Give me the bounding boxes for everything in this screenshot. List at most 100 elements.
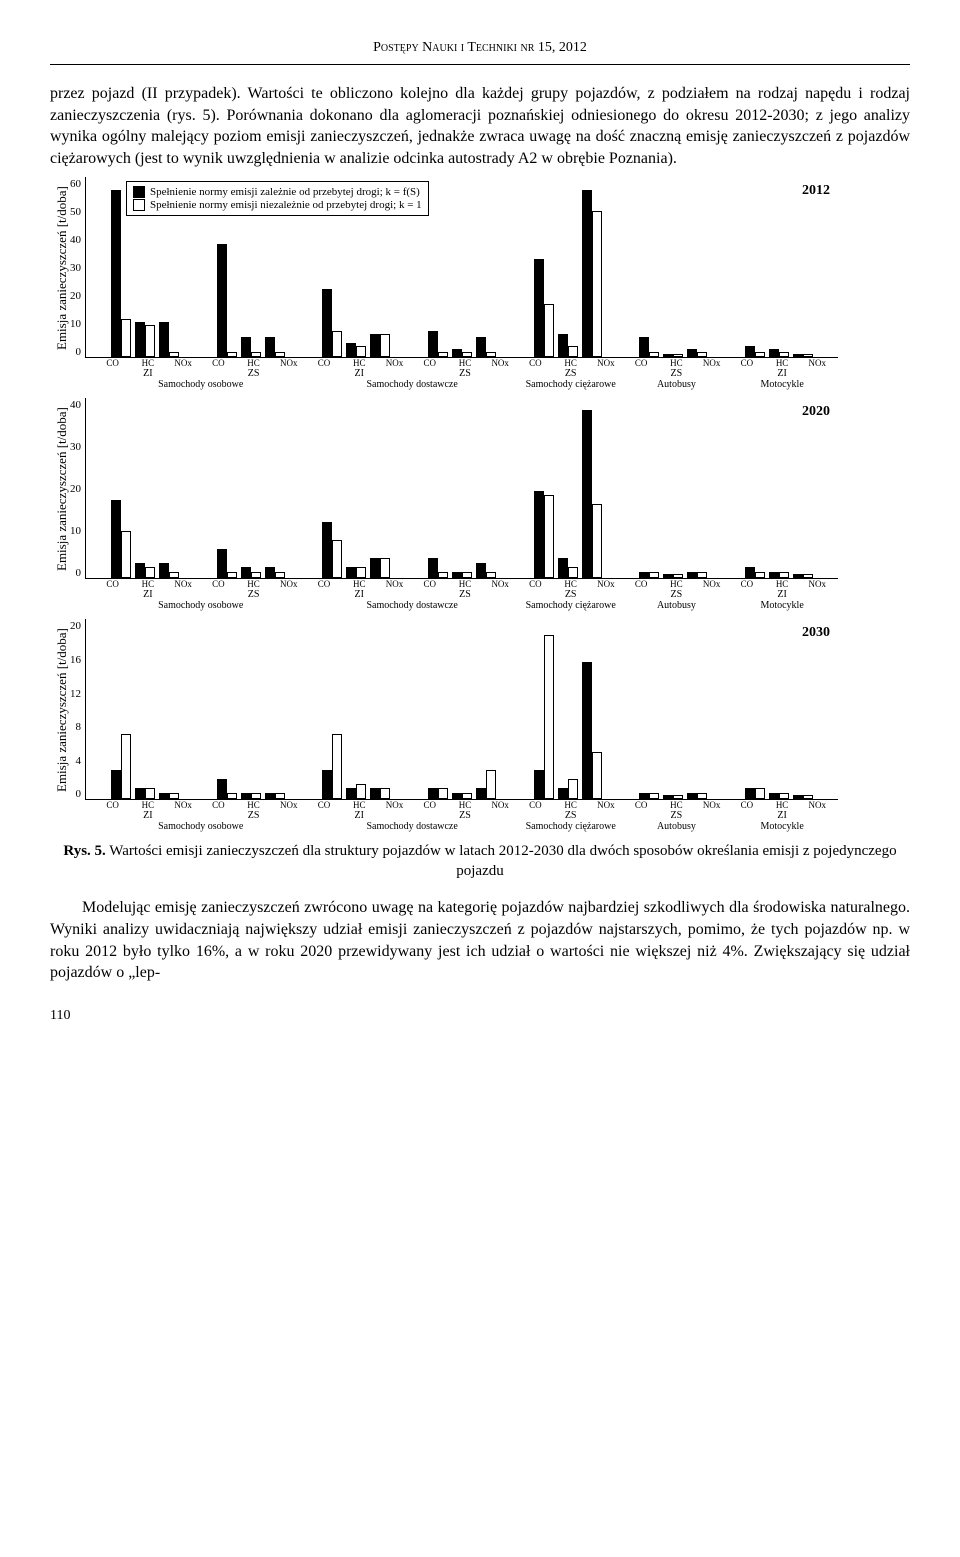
page-number: 110 bbox=[50, 1008, 910, 1024]
bar-black bbox=[452, 793, 462, 800]
bar-white bbox=[673, 795, 683, 800]
x-tick: NOx bbox=[694, 358, 729, 368]
x-tick: CO bbox=[518, 358, 553, 368]
x-tick: ZI bbox=[306, 810, 412, 821]
bar-white bbox=[779, 352, 789, 357]
bar-white bbox=[380, 558, 390, 578]
chart-2030: Emisja zanieczyszczeń [t/doba]2016128402… bbox=[50, 619, 910, 832]
x-ticks-engine: ZIZSZIZSZSZSZI bbox=[89, 368, 845, 379]
x-tick: NOx bbox=[377, 579, 412, 589]
bar-black bbox=[769, 572, 779, 579]
y-axis-label: Emisja zanieczyszczeń [t/doba] bbox=[50, 620, 70, 800]
legend-text: Spełnienie normy emisji zależnie od prze… bbox=[150, 186, 420, 198]
x-tick: ZI bbox=[95, 589, 201, 600]
x-tick: HC bbox=[342, 579, 377, 589]
x-tick: ZI bbox=[729, 589, 835, 600]
x-tick: Autobusy bbox=[624, 600, 730, 611]
bar-subgroup bbox=[663, 354, 683, 358]
bar-subgroup bbox=[322, 522, 342, 578]
bar-white bbox=[380, 334, 390, 357]
bar-black bbox=[428, 558, 438, 578]
x-ticks-pollutants: COHCNOxCOHCNOxCOHCNOxCOHCNOxCOHCNOxCOHCN… bbox=[89, 358, 845, 368]
bar-subgroup bbox=[370, 788, 390, 799]
bar-black bbox=[428, 331, 438, 357]
bar-black bbox=[745, 788, 755, 799]
x-ticks-engine: ZIZSZIZSZSZSZI bbox=[89, 810, 845, 821]
y-tick: 10 bbox=[70, 318, 81, 330]
bar-black bbox=[687, 349, 697, 357]
bar-white bbox=[592, 752, 602, 799]
x-tick: HC bbox=[553, 800, 588, 810]
x-tick: CO bbox=[518, 579, 553, 589]
x-tick: HC bbox=[553, 579, 588, 589]
bar-black bbox=[793, 574, 803, 578]
bar-white bbox=[697, 572, 707, 579]
y-axis-label: Emisja zanieczyszczeń [t/doba] bbox=[50, 399, 70, 579]
bar-black bbox=[370, 788, 380, 799]
bar-black bbox=[265, 793, 275, 800]
bar-white bbox=[673, 354, 683, 358]
bar-black bbox=[111, 770, 121, 799]
bar-black bbox=[241, 337, 251, 357]
bar-white bbox=[438, 352, 448, 357]
x-tick: CO bbox=[95, 358, 130, 368]
x-tick: ZI bbox=[729, 368, 835, 379]
bar-subgroup bbox=[265, 337, 285, 357]
y-tick: 30 bbox=[70, 262, 81, 274]
bar-white bbox=[779, 572, 789, 579]
x-tick: ZS bbox=[412, 589, 518, 600]
bar-black bbox=[793, 795, 803, 800]
bar-white bbox=[592, 211, 602, 357]
bar-white bbox=[649, 572, 659, 579]
bar-group bbox=[519, 190, 617, 357]
legend-swatch-black bbox=[133, 186, 145, 198]
bar-black bbox=[534, 770, 544, 799]
bar-group bbox=[519, 635, 617, 799]
x-tick: ZS bbox=[518, 810, 624, 821]
y-tick: 60 bbox=[70, 178, 81, 190]
x-tick: NOx bbox=[588, 579, 623, 589]
x-tick: CO bbox=[306, 800, 341, 810]
x-tick: Samochody osobowe bbox=[95, 379, 306, 390]
bar-white bbox=[697, 352, 707, 357]
bar-black bbox=[159, 322, 169, 357]
bar-white bbox=[568, 779, 578, 799]
bar-subgroup bbox=[639, 793, 659, 800]
bar-white bbox=[275, 793, 285, 800]
bar-subgroup bbox=[135, 322, 155, 357]
bar-subgroup bbox=[241, 337, 261, 357]
x-tick: NOx bbox=[800, 579, 835, 589]
x-tick: Samochody ciężarowe bbox=[518, 600, 624, 611]
bar-group bbox=[307, 734, 405, 799]
bar-group bbox=[413, 558, 511, 578]
bar-group bbox=[96, 500, 194, 579]
x-tick: NOx bbox=[800, 358, 835, 368]
bar-white bbox=[121, 734, 131, 799]
bar-group bbox=[730, 788, 828, 799]
bar-white bbox=[145, 788, 155, 799]
x-tick: CO bbox=[412, 579, 447, 589]
x-tick: HC bbox=[236, 800, 271, 810]
bar-subgroup bbox=[745, 567, 765, 578]
x-tick: HC bbox=[447, 800, 482, 810]
plot-area: 2020 bbox=[85, 398, 838, 579]
bar-black bbox=[217, 549, 227, 578]
bar-black bbox=[111, 500, 121, 579]
bar-subgroup bbox=[687, 349, 707, 357]
bar-black bbox=[135, 322, 145, 357]
x-tick: NOx bbox=[165, 579, 200, 589]
bar-black bbox=[745, 346, 755, 357]
y-tick: 12 bbox=[70, 688, 81, 700]
x-tick: Samochody osobowe bbox=[95, 600, 306, 611]
bar-white bbox=[332, 540, 342, 578]
bar-group bbox=[413, 331, 511, 357]
bar-subgroup bbox=[663, 795, 683, 800]
bar-white bbox=[544, 495, 554, 578]
bar-black bbox=[452, 572, 462, 579]
x-tick: CO bbox=[729, 579, 764, 589]
bar-black bbox=[663, 795, 673, 800]
bar-subgroup bbox=[663, 574, 683, 578]
y-ticks: 403020100 bbox=[70, 399, 85, 579]
bar-black bbox=[452, 349, 462, 357]
x-tick: CO bbox=[95, 579, 130, 589]
